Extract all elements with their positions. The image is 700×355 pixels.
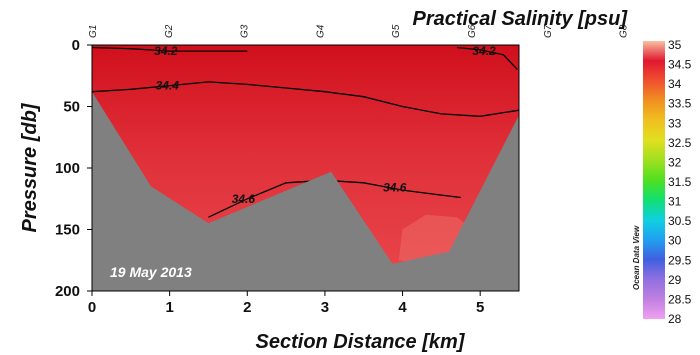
station-label: G7 [543, 24, 554, 38]
station-label: G6 [467, 24, 478, 38]
salinity-field [92, 45, 519, 291]
station-label: G2 [164, 24, 175, 38]
contour-line [92, 46, 248, 52]
colorbar-tick-label: 32.5 [668, 136, 692, 150]
colorbar-tick-label: 35 [668, 38, 682, 52]
colorbar-tick-label: 32 [668, 155, 682, 169]
station-label: G3 [240, 24, 251, 38]
colorbar-ticks: 35 34.5 34 33.5 33 32.5 32 31.5 31 30.5 30 29.5 29 28… [668, 38, 692, 326]
date-annotation: 19 May 2013 [110, 264, 192, 280]
colorbar-tick-label: 29.5 [668, 253, 692, 267]
colorbar-tick-label: 33 [668, 116, 682, 130]
contour-line [92, 81, 519, 117]
colorbar-tick-label: 30 [668, 234, 682, 248]
x-tick-label: 3 [321, 299, 329, 316]
contour-labels: 34.2 34.2 34.4 34.6 34.6 [154, 44, 496, 206]
station-label: G1 [88, 25, 99, 38]
contour-label: 34.6 [232, 192, 256, 206]
station-label: G4 [315, 24, 326, 38]
y-axis-label: Pressure [db] [19, 102, 41, 232]
contour-label: 34.2 [472, 44, 496, 58]
colorbar-tick-label: 31 [668, 195, 682, 209]
contour-lines [92, 46, 519, 218]
contour-line [456, 46, 518, 71]
colorbar-tick-label: 28.5 [668, 292, 692, 306]
colorbar-tick-label: 34.5 [668, 58, 692, 72]
station-labels: G1 G2 G3 G4 G5 G6 G7 G8 [88, 24, 630, 38]
station-label: G5 [391, 24, 402, 38]
y-tick-label: 50 [63, 99, 80, 116]
colorbar-tick-label: 33.5 [668, 97, 692, 111]
y-tick-label: 150 [55, 222, 80, 239]
colorbar-tick-label: 29 [668, 273, 682, 287]
y-tick-label: 100 [55, 160, 80, 177]
colorbar-tick-label: 28 [668, 312, 682, 326]
x-tick-label: 1 [165, 299, 173, 316]
contour-label: 34.6 [383, 181, 407, 195]
chart-title: Practical Salinity [psu] [412, 8, 628, 30]
station-label: G8 [619, 24, 630, 38]
contour-label: 34.4 [156, 79, 180, 93]
x-tick-label: 0 [88, 299, 96, 316]
colorbar-tick-label: 34 [668, 77, 682, 91]
odv-watermark: Ocean Data View [632, 225, 641, 290]
salinity-high-pool [398, 214, 473, 264]
contour-label: 34.2 [154, 44, 178, 58]
colorbar-tick-label: 30.5 [668, 214, 692, 228]
x-tick-label: 4 [398, 299, 407, 316]
y-tick-label: 200 [55, 283, 80, 300]
y-tick-label: 0 [72, 37, 80, 54]
colorbar: 35 34.5 34 33.5 33 32.5 32 31.5 31 30.5 30 29.5 29 28… [643, 38, 692, 326]
x-axis-label: Section Distance [km] [256, 331, 466, 353]
x-tick-label: 2 [243, 299, 251, 316]
bottom-topography [92, 91, 519, 291]
colorbar-tick-label: 31.5 [668, 175, 692, 189]
x-tick-label: 5 [476, 299, 484, 316]
colorbar-gradient [643, 41, 665, 319]
contour-line [208, 179, 461, 218]
